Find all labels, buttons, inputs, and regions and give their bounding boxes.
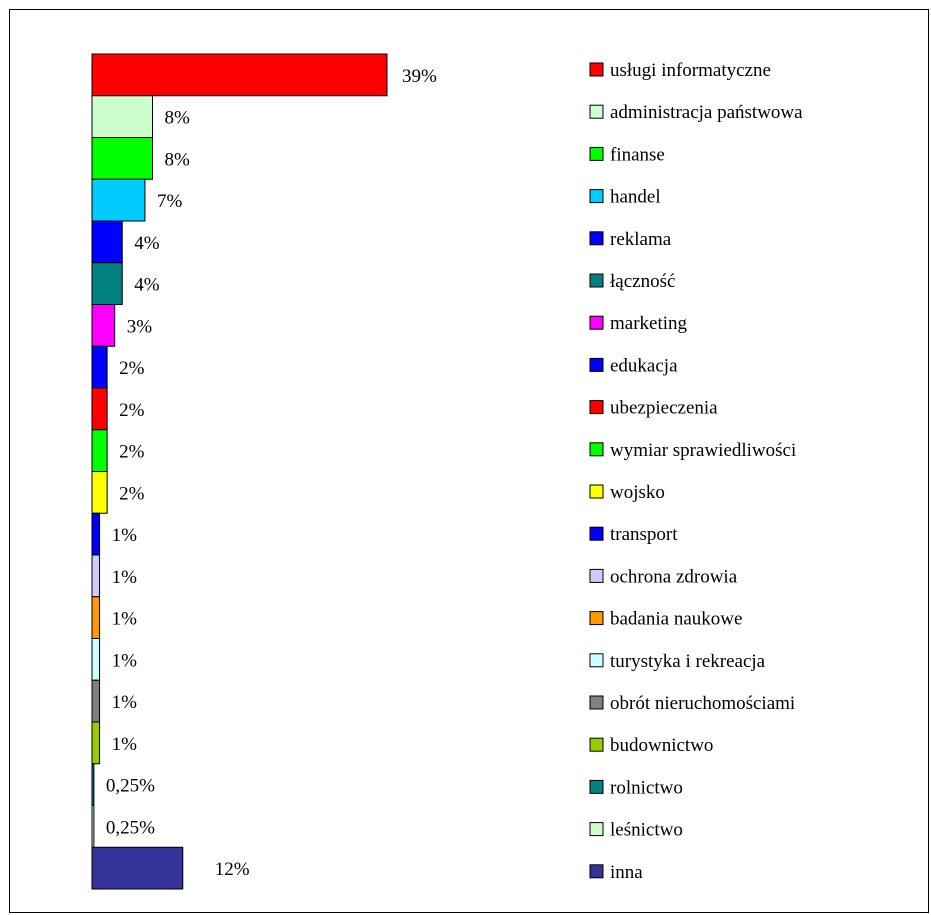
data-label-uslugi-informatyczne: 39%	[402, 66, 437, 87]
legend-swatch-lacznosc	[590, 274, 603, 287]
bar-budownictwo	[92, 722, 100, 764]
legend-swatch-handel	[590, 190, 603, 203]
legend-swatch-rolnictwo	[590, 780, 603, 793]
data-label-wojsko: 2%	[119, 483, 145, 504]
bar-chart: 39% 8% 8% 7% 4% 4% 3% 2% 2% 2% 2% 1% 1% 1% 1% 1% 1% 0,25%…	[10, 10, 928, 912]
bar-transport	[92, 513, 100, 555]
legend-label-lacznosc: łączność	[610, 271, 675, 292]
legend: usługi informatyczne administracja państw…	[590, 60, 803, 883]
bar-administracja-panstwowa	[92, 96, 153, 138]
bar-finanse	[92, 138, 153, 180]
legend-swatch-edukacja	[590, 358, 603, 371]
data-label-finanse: 8%	[165, 149, 191, 170]
chart-frame: 39% 8% 8% 7% 4% 4% 3% 2% 2% 2% 2% 1% 1% 1% 1% 1% 1% 0,25%…	[9, 9, 929, 913]
legend-swatch-lesnictwo	[590, 823, 603, 836]
bar-wojsko	[92, 472, 107, 514]
legend-label-reklama: reklama	[610, 229, 672, 250]
legend-label-obrot-nieruchomosciami: obrót nieruchomościami	[610, 693, 795, 714]
bar-lesnictwo	[92, 806, 94, 848]
data-label-budownictwo: 1%	[112, 734, 138, 755]
data-label-badania-naukowe: 1%	[112, 609, 138, 630]
legend-swatch-transport	[590, 527, 603, 540]
legend-label-budownictwo: budownictwo	[610, 735, 713, 756]
legend-swatch-reklama	[590, 232, 603, 245]
bar-inna	[92, 847, 183, 889]
data-label-administracja-panstwowa: 8%	[165, 108, 191, 129]
legend-swatch-uslugi-informatyczne	[590, 63, 603, 76]
legend-label-ochrona-zdrowia: ochrona zdrowia	[610, 566, 738, 587]
legend-label-uslugi-informatyczne: usługi informatyczne	[610, 60, 771, 81]
legend-label-finanse: finanse	[610, 144, 665, 165]
data-labels-layer: 39% 8% 8% 7% 4% 4% 3% 2% 2% 2% 2% 1% 1% 1% 1% 1% 1% 0,25%…	[106, 66, 437, 880]
bar-badania-naukowe	[92, 597, 100, 639]
legend-swatch-obrot-nieruchomosciami	[590, 696, 603, 709]
bar-rolnictwo	[92, 764, 94, 806]
bar-handel	[92, 179, 145, 221]
legend-label-inna: inna	[610, 862, 643, 883]
bar-ochrona-zdrowia	[92, 555, 100, 597]
data-label-wymiar-sprawiedliwosci: 2%	[119, 442, 145, 463]
legend-label-wymiar-sprawiedliwosci: wymiar sprawiedliwości	[610, 440, 796, 461]
data-label-marketing: 3%	[127, 316, 153, 337]
bar-ubezpieczenia	[92, 388, 107, 430]
legend-label-handel: handel	[610, 187, 661, 208]
legend-swatch-ochrona-zdrowia	[590, 569, 603, 582]
legend-swatch-turystyka-i-rekreacja	[590, 654, 603, 667]
bars-layer	[92, 54, 387, 889]
legend-swatch-ubezpieczenia	[590, 401, 603, 414]
bar-reklama	[92, 221, 122, 263]
legend-swatch-wojsko	[590, 485, 603, 498]
legend-label-marketing: marketing	[610, 313, 688, 334]
data-label-turystyka-i-rekreacja: 1%	[112, 650, 138, 671]
data-label-edukacja: 2%	[119, 358, 145, 379]
data-label-handel: 7%	[157, 191, 183, 212]
data-label-obrot-nieruchomosciami: 1%	[112, 692, 138, 713]
legend-label-turystyka-i-rekreacja: turystyka i rekreacja	[610, 651, 766, 672]
legend-swatch-marketing	[590, 316, 603, 329]
bar-lacznosc	[92, 263, 122, 305]
data-label-rolnictwo: 0,25%	[106, 776, 155, 797]
bar-marketing	[92, 305, 115, 347]
legend-swatch-wymiar-sprawiedliwosci	[590, 443, 603, 456]
bar-turystyka-i-rekreacja	[92, 639, 100, 681]
data-label-ubezpieczenia: 2%	[119, 400, 145, 421]
legend-label-transport: transport	[610, 524, 678, 545]
legend-label-edukacja: edukacja	[610, 355, 678, 376]
legend-swatch-finanse	[590, 147, 603, 160]
legend-label-badania-naukowe: badania naukowe	[610, 609, 742, 630]
data-label-lesnictwo: 0,25%	[106, 817, 155, 838]
bar-uslugi-informatyczne	[92, 54, 387, 96]
legend-label-ubezpieczenia: ubezpieczenia	[610, 398, 718, 419]
legend-swatch-budownictwo	[590, 738, 603, 751]
legend-label-administracja-panstwowa: administracja państwowa	[610, 102, 803, 123]
data-label-inna: 12%	[215, 859, 250, 880]
data-label-reklama: 4%	[134, 233, 160, 254]
legend-label-lesnictwo: leśnictwo	[610, 820, 683, 841]
data-label-lacznosc: 4%	[134, 275, 160, 296]
legend-swatch-administracja-panstwowa	[590, 105, 603, 118]
legend-swatch-badania-naukowe	[590, 612, 603, 625]
bar-edukacja	[92, 346, 107, 388]
bar-obrot-nieruchomosciami	[92, 680, 100, 722]
legend-label-wojsko: wojsko	[610, 482, 665, 503]
data-label-transport: 1%	[112, 525, 138, 546]
bar-wymiar-sprawiedliwosci	[92, 430, 107, 472]
data-label-ochrona-zdrowia: 1%	[112, 567, 138, 588]
legend-label-rolnictwo: rolnictwo	[610, 777, 683, 798]
legend-swatch-inna	[590, 865, 603, 878]
